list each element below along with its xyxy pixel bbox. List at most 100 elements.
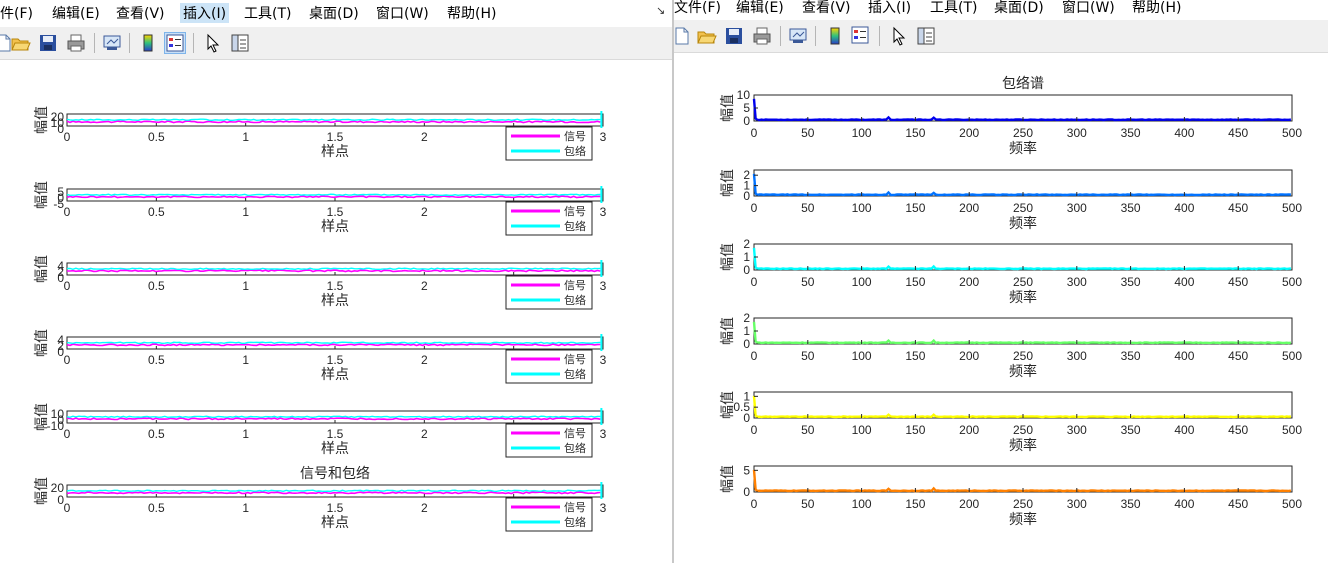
property-editor-icon[interactable]	[915, 25, 937, 47]
x-tick-label: 400	[1174, 201, 1194, 215]
toolbar	[674, 20, 1328, 53]
y-tick-label: 2	[743, 168, 750, 182]
toolbar-separator	[815, 26, 816, 46]
y-axis-label: 幅值	[720, 243, 736, 271]
x-axis-label: 频率	[1009, 511, 1037, 528]
axes-box	[753, 317, 1293, 345]
y-tick-label: 4	[57, 333, 64, 347]
x-tick-label: 400	[1174, 275, 1194, 289]
link-plot-icon[interactable]	[787, 25, 809, 47]
menu-view[interactable]: 查看(V)	[802, 0, 851, 16]
edit-plot-arrow-icon[interactable]	[202, 32, 224, 54]
x-axis-label: 样点	[321, 219, 349, 235]
menu-insert[interactable]: 插入(I)	[868, 0, 912, 16]
x-tick-label: 1.5	[327, 501, 344, 515]
legend-icon[interactable]	[850, 25, 872, 47]
menu-file[interactable]: 件(F)	[0, 6, 33, 22]
menu-tools[interactable]: 工具(T)	[244, 6, 292, 22]
menu-help[interactable]: 帮助(H)	[1132, 0, 1182, 16]
x-tick-label: 0.5	[148, 130, 165, 144]
x-tick-label: 3	[600, 353, 607, 367]
spectrum-trace	[752, 247, 1292, 271]
x-tick-label: 450	[1228, 126, 1248, 140]
x-tick-label: 100	[852, 275, 872, 289]
x-tick-label: 0.5	[148, 427, 165, 441]
spectrum-subplot-5: 10.500 50 100 150 200 250 300 350 400 450 500 频率 幅值	[720, 389, 1302, 454]
print-icon[interactable]	[751, 25, 773, 47]
menu-tools[interactable]: 工具(T)	[930, 0, 978, 16]
open-file-icon[interactable]	[9, 32, 31, 54]
x-tick-label: 50	[801, 423, 815, 437]
y-tick-label: 2	[743, 311, 750, 325]
x-tick-label: 150	[905, 126, 925, 140]
y-tick-label: 10	[51, 116, 65, 130]
menu-window[interactable]: 窗口(W)	[376, 6, 429, 22]
axes-box	[753, 391, 1293, 419]
x-tick-label: 300	[1067, 423, 1087, 437]
link-plot-icon[interactable]	[101, 32, 123, 54]
envelope-trace	[66, 341, 601, 345]
undock-arrow-icon[interactable]: ↘	[656, 4, 666, 17]
save-icon[interactable]	[723, 25, 745, 47]
x-tick-label: 2	[421, 130, 428, 144]
x-axis-label: 样点	[321, 367, 349, 383]
property-editor-icon[interactable]	[229, 32, 251, 54]
x-tick-label: 500	[1282, 423, 1302, 437]
legend-icon[interactable]	[164, 32, 186, 54]
print-icon[interactable]	[65, 32, 87, 54]
y-tick-label: 0	[57, 345, 64, 359]
menu-window[interactable]: 窗口(W)	[1062, 0, 1115, 16]
menu-desktop[interactable]: 桌面(D)	[994, 0, 1044, 16]
x-tick-label: 0	[64, 205, 71, 219]
x-tick-label: 1.5	[327, 427, 344, 441]
new-figure-icon[interactable]	[674, 25, 692, 47]
x-tick-label: 300	[1067, 497, 1087, 511]
edit-plot-arrow-icon[interactable]	[888, 25, 910, 47]
envelope-trace	[66, 193, 601, 197]
x-tick-label: 1.5	[327, 279, 344, 293]
x-tick-label: 100	[852, 201, 872, 215]
menu-file[interactable]: 文件(F)	[674, 0, 721, 16]
x-tick-label: 1	[242, 501, 249, 515]
legend-label: 信号	[564, 427, 586, 440]
menu-edit[interactable]: 编辑(E)	[736, 0, 784, 16]
y-tick-label: 0	[743, 337, 750, 351]
figure-window-signal-envelope: 件(F) 编辑(E) 查看(V) 插入(I) 工具(T) 桌面(D) 窗口(W)…	[0, 0, 672, 563]
colorbar-icon[interactable]	[824, 25, 846, 47]
x-tick-label: 2	[421, 205, 428, 219]
x-tick-label: 0	[64, 501, 71, 515]
y-tick-label: 1	[743, 324, 750, 338]
signal-trace	[66, 491, 601, 495]
menu-edit[interactable]: 编辑(E)	[52, 6, 100, 22]
x-tick-label: 3	[600, 501, 607, 515]
y-tick-label: 1	[743, 250, 750, 264]
legend-label: 包络	[564, 515, 586, 529]
menu-insert[interactable]: 插入(I)	[180, 3, 230, 23]
x-tick-label: 50	[801, 126, 815, 140]
x-tick-label: 150	[905, 201, 925, 215]
x-tick-label: 0	[751, 201, 758, 215]
menu-help[interactable]: 帮助(H)	[447, 6, 497, 22]
x-tick-label: 3	[600, 205, 607, 219]
x-tick-label: 400	[1174, 349, 1194, 363]
y-axis-label: 幅值	[34, 477, 50, 505]
y-axis-label: 幅值	[34, 181, 50, 209]
colorbar-icon[interactable]	[137, 32, 159, 54]
open-file-icon[interactable]	[695, 25, 717, 47]
menu-desktop[interactable]: 桌面(D)	[309, 6, 359, 22]
save-icon[interactable]	[37, 32, 59, 54]
x-tick-label: 350	[1121, 497, 1141, 511]
legend-label: 包络	[564, 367, 586, 381]
new-figure-icon[interactable]	[0, 32, 14, 54]
x-axis-label: 样点	[321, 515, 349, 531]
menu-view[interactable]: 查看(V)	[116, 6, 165, 22]
y-tick-label: 0	[743, 114, 750, 128]
x-axis-label: 样点	[321, 441, 349, 457]
toolbar-separator	[780, 26, 781, 46]
spectrum-trace	[752, 321, 1292, 345]
